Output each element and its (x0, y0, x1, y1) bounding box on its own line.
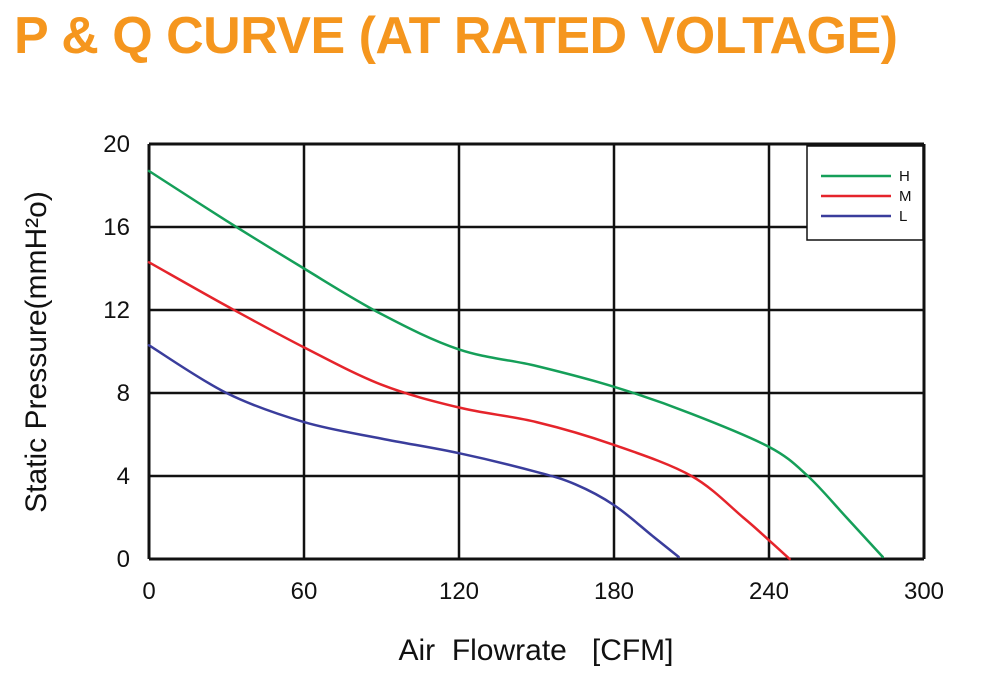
x-tick-label: 300 (904, 578, 944, 605)
y-tick-label: 8 (117, 380, 130, 407)
x-tick-label: 180 (594, 578, 634, 605)
x-tick-label: 60 (291, 578, 318, 605)
legend-box (806, 145, 924, 241)
series-lines (147, 169, 884, 561)
series-line-L (147, 344, 680, 559)
x-tick-label: 120 (439, 578, 479, 605)
y-tick-label: 12 (103, 297, 130, 324)
y-tick-label: 16 (103, 214, 130, 241)
legend: HML (806, 145, 924, 241)
x-axis-label: Air Flowrate [CFM] (398, 634, 673, 667)
y-tick-label: 0 (117, 546, 130, 573)
legend-label-H: H (899, 168, 910, 185)
x-tick-label: 240 (749, 578, 789, 605)
tick-labels: 0 60 120 180 240 300 0 4 8 12 16 20 (103, 131, 944, 605)
series-line-H (147, 169, 884, 559)
series-line-M (147, 261, 791, 561)
y-axis-label: Static Pressure(mmH²o) (20, 191, 53, 513)
x-tick-label: 0 (142, 578, 155, 605)
legend-label-M: M (899, 188, 912, 205)
y-tick-label: 4 (117, 463, 130, 490)
legend-label-L: L (899, 208, 907, 225)
chart-title: P & Q CURVE (AT RATED VOLTAGE) (14, 7, 898, 65)
grid (147, 142, 926, 561)
y-tick-label: 20 (103, 131, 130, 158)
